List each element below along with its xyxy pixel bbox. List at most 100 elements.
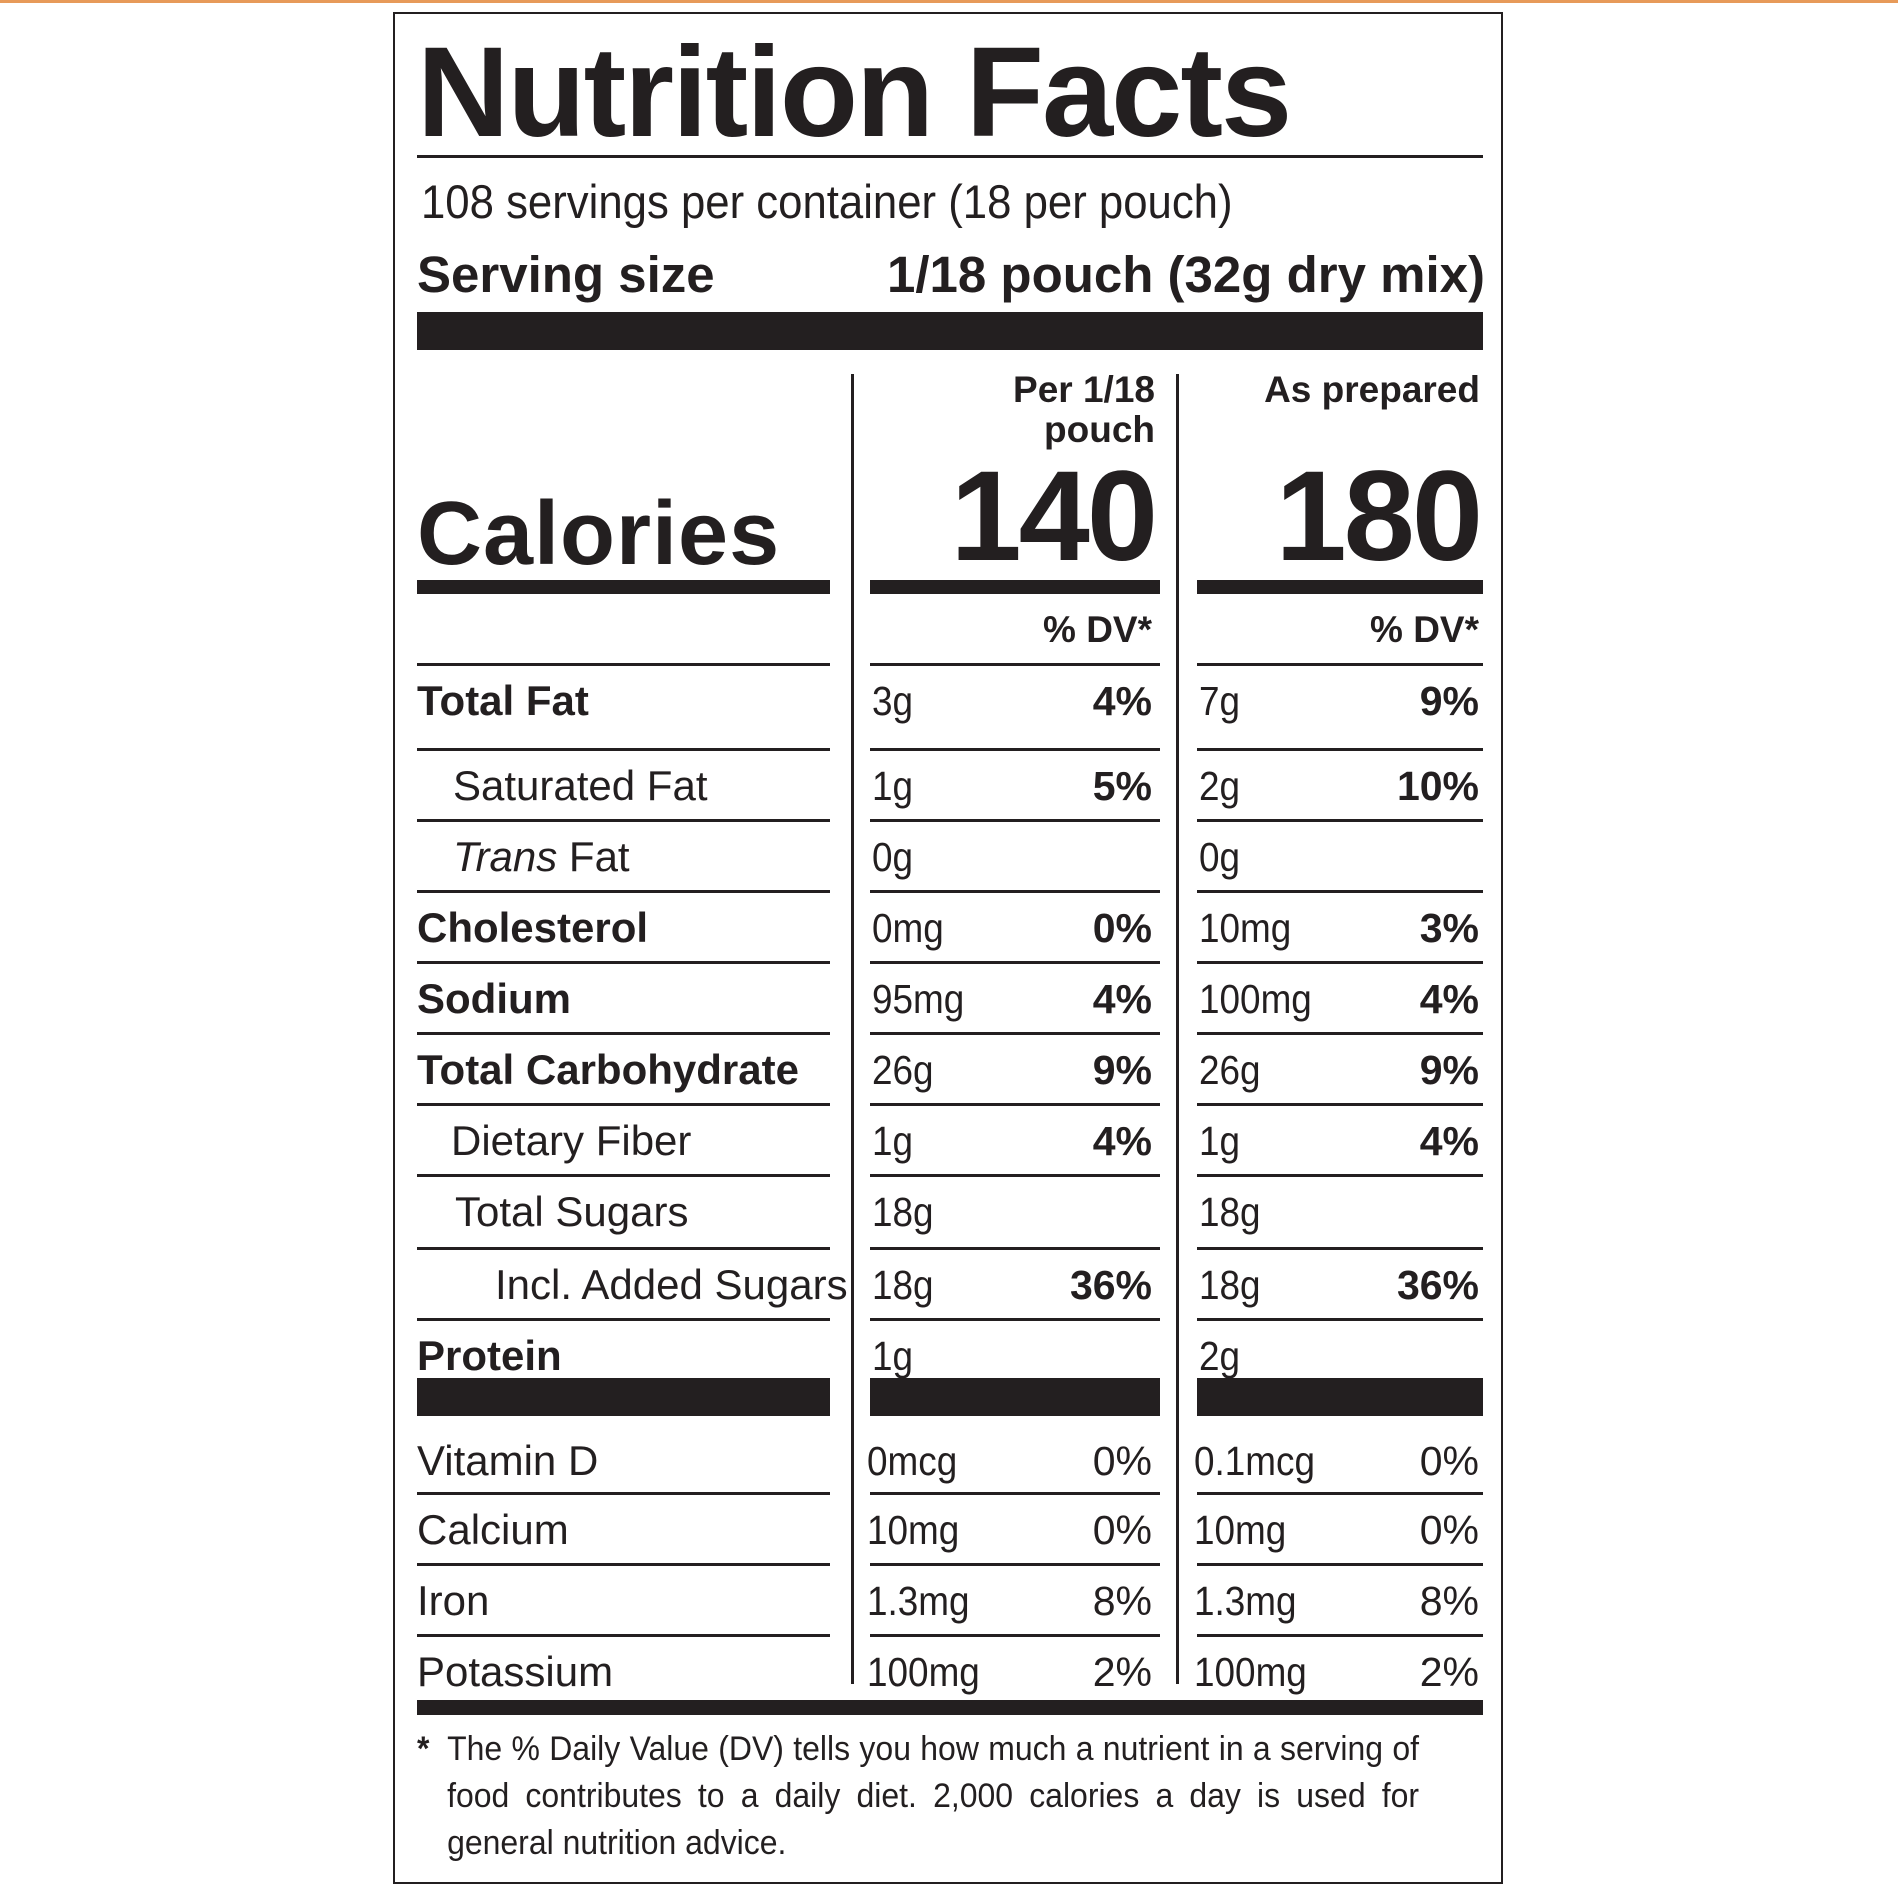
row-divider bbox=[870, 1318, 1160, 1321]
nutrient-dv-as-prepared: 3% bbox=[1419, 905, 1479, 951]
column-header-as-prepared: As prepared bbox=[1264, 369, 1480, 410]
row-divider bbox=[417, 1318, 830, 1321]
row-divider bbox=[417, 663, 830, 666]
row-divider bbox=[1197, 1032, 1483, 1035]
nutrient-amount-per-pouch: 0mg bbox=[872, 905, 944, 951]
dv-header-as-prepared: % DV* bbox=[1370, 609, 1479, 650]
nutrient-amount-as-prepared: 1g bbox=[1199, 1118, 1241, 1164]
nutrient-amount-as-prepared: 26g bbox=[1199, 1047, 1261, 1093]
row-divider bbox=[870, 1247, 1160, 1250]
micronutrient-dv-as-prepared: 0% bbox=[1419, 1438, 1479, 1484]
footnote-asterisk: * bbox=[417, 1730, 430, 1768]
thick-bar-3 bbox=[1197, 1378, 1483, 1416]
nutrient-name: Total Fat bbox=[417, 677, 589, 724]
row-divider bbox=[1197, 1492, 1483, 1495]
nutrient-name: Sodium bbox=[417, 975, 571, 1022]
row-divider bbox=[1197, 1103, 1483, 1106]
nutrient-name: Trans Fat bbox=[453, 822, 630, 892]
nutrient-name-italic: Trans bbox=[453, 833, 558, 880]
micronutrient-amount-as-prepared: 10mg bbox=[1194, 1507, 1287, 1553]
panel-title: Nutrition Facts bbox=[417, 21, 1292, 164]
nutrient-name: Total Carbohydrate bbox=[417, 1046, 799, 1093]
nutrient-amount-per-pouch: 1g bbox=[872, 1118, 914, 1164]
row-divider bbox=[870, 819, 1160, 822]
calories-bar-3 bbox=[1197, 580, 1483, 594]
nutrient-dv-per-pouch: 0% bbox=[1092, 905, 1152, 951]
nutrient-amount-per-pouch: 18g bbox=[872, 1262, 934, 1308]
nutrient-amount-as-prepared: 18g bbox=[1199, 1189, 1261, 1235]
column-separator-1 bbox=[851, 374, 854, 1684]
calories-per-pouch: 140 bbox=[950, 445, 1158, 588]
nutrient-amount-per-pouch: 1g bbox=[872, 763, 914, 809]
row-divider bbox=[1197, 1174, 1483, 1177]
nutrient-name-rest: Fat bbox=[557, 833, 630, 880]
servings-per-container: 108 servings per container (18 per pouch… bbox=[421, 175, 1233, 228]
micronutrient-amount-as-prepared: 100mg bbox=[1194, 1649, 1307, 1695]
micronutrient-amount-per-pouch: 0mcg bbox=[867, 1438, 958, 1484]
row-divider bbox=[870, 663, 1160, 666]
micronutrient-dv-per-pouch: 8% bbox=[1092, 1578, 1152, 1624]
nutrient-name: Saturated Fat bbox=[453, 762, 708, 809]
nutrient-name: Total Sugars bbox=[455, 1188, 689, 1235]
nutrient-dv-as-prepared: 9% bbox=[1419, 1047, 1479, 1093]
micronutrient-dv-per-pouch: 0% bbox=[1092, 1438, 1152, 1484]
row-divider bbox=[417, 1247, 830, 1250]
nutrient-amount-as-prepared: 2g bbox=[1199, 1333, 1241, 1379]
nutrient-amount-per-pouch: 18g bbox=[872, 1189, 934, 1235]
row-divider bbox=[1197, 1247, 1483, 1250]
footnote-text: The % Daily Value (DV) tells you how muc… bbox=[447, 1730, 1420, 1862]
thick-bar-bottom bbox=[417, 1700, 1483, 1715]
nutrient-amount-as-prepared: 7g bbox=[1199, 678, 1241, 724]
column-header-per-pouch: Per 1/18 pouch bbox=[865, 370, 1155, 450]
row-divider bbox=[870, 961, 1160, 964]
serving-size-label: Serving size bbox=[417, 246, 715, 303]
nutrient-dv-as-prepared: 36% bbox=[1396, 1262, 1479, 1308]
nutrient-amount-per-pouch: 0g bbox=[872, 834, 914, 880]
nutrient-dv-per-pouch: 4% bbox=[1092, 976, 1152, 1022]
row-divider bbox=[870, 1032, 1160, 1035]
nutrient-amount-per-pouch: 1g bbox=[872, 1333, 914, 1379]
nutrient-dv-per-pouch: 5% bbox=[1092, 763, 1152, 809]
row-divider bbox=[1197, 890, 1483, 893]
nutrient-name: Incl. Added Sugars bbox=[495, 1261, 848, 1308]
row-divider bbox=[417, 1492, 830, 1495]
nutrient-dv-per-pouch: 4% bbox=[1092, 678, 1152, 724]
row-divider bbox=[870, 1634, 1160, 1637]
nutrient-dv-as-prepared: 10% bbox=[1396, 763, 1479, 809]
calories-label: Calories bbox=[417, 484, 781, 584]
micronutrient-dv-as-prepared: 0% bbox=[1419, 1507, 1479, 1553]
serving-size-value: 1/18 pouch (32g dry mix) bbox=[886, 246, 1485, 303]
row-divider bbox=[870, 890, 1160, 893]
row-divider bbox=[417, 819, 830, 822]
title-divider bbox=[417, 155, 1483, 158]
nutrient-dv-per-pouch: 9% bbox=[1092, 1047, 1152, 1093]
micronutrient-amount-per-pouch: 1.3mg bbox=[867, 1578, 970, 1624]
nutrient-amount-per-pouch: 26g bbox=[872, 1047, 934, 1093]
nutrient-dv-as-prepared: 4% bbox=[1419, 976, 1479, 1022]
nutrient-amount-as-prepared: 10mg bbox=[1199, 905, 1292, 951]
row-divider bbox=[417, 961, 830, 964]
micronutrient-amount-as-prepared: 0.1mcg bbox=[1194, 1438, 1316, 1484]
micronutrient-dv-as-prepared: 2% bbox=[1419, 1649, 1479, 1695]
nutrient-dv-as-prepared: 4% bbox=[1419, 1118, 1479, 1164]
micronutrient-dv-as-prepared: 8% bbox=[1419, 1578, 1479, 1624]
row-divider bbox=[870, 1103, 1160, 1106]
micronutrient-dv-per-pouch: 2% bbox=[1092, 1649, 1152, 1695]
nutrient-name: Cholesterol bbox=[417, 904, 649, 951]
nutrient-name: Dietary Fiber bbox=[451, 1117, 692, 1164]
nutrient-amount-as-prepared: 100mg bbox=[1199, 976, 1312, 1022]
micronutrient-amount-per-pouch: 10mg bbox=[867, 1507, 960, 1553]
top-accent-line bbox=[0, 0, 1898, 3]
nutrition-facts-panel: Nutrition Facts 108 servings per contain… bbox=[393, 12, 1503, 1884]
row-divider bbox=[417, 890, 830, 893]
micronutrient-name: Calcium bbox=[417, 1506, 569, 1553]
dv-header-per-pouch: % DV* bbox=[1043, 609, 1152, 650]
micronutrient-name: Iron bbox=[417, 1577, 490, 1624]
nutrient-dv-per-pouch: 36% bbox=[1069, 1262, 1152, 1308]
row-divider bbox=[1197, 819, 1483, 822]
row-divider bbox=[1197, 748, 1483, 751]
row-divider bbox=[417, 1563, 830, 1566]
column-header-per-pouch-line2: pouch bbox=[1044, 409, 1155, 450]
row-divider bbox=[417, 1032, 830, 1035]
row-divider bbox=[417, 1174, 830, 1177]
